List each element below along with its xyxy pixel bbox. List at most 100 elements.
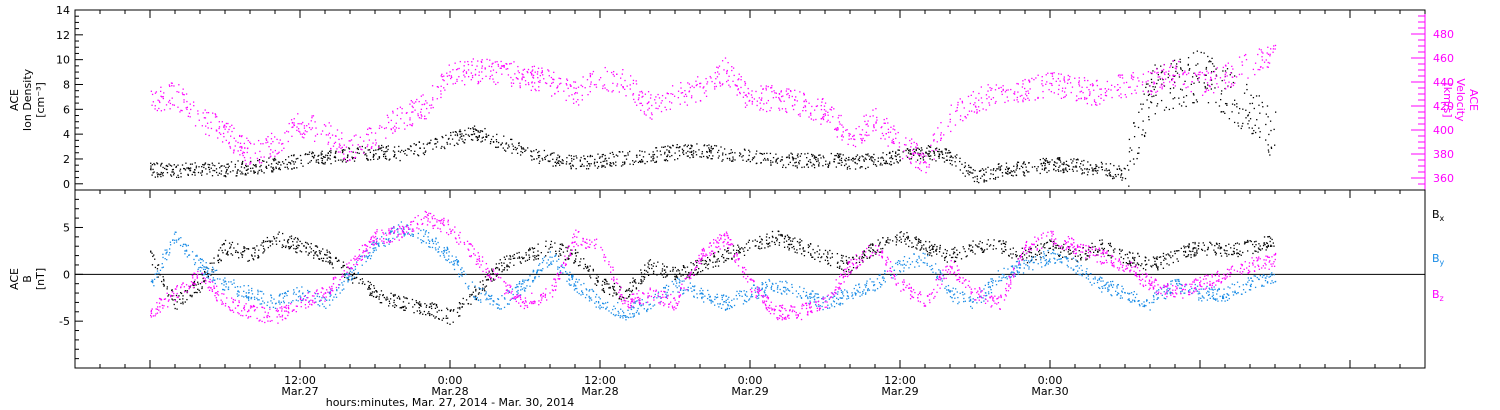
data-point — [496, 267, 499, 269]
data-point — [858, 257, 860, 259]
data-point — [307, 254, 309, 256]
data-point — [162, 96, 164, 98]
data-point — [1062, 169, 1064, 171]
data-point — [1011, 170, 1013, 173]
data-point — [480, 61, 483, 63]
data-point — [371, 294, 373, 297]
data-point — [713, 256, 716, 258]
data-point — [1261, 59, 1264, 61]
data-point — [652, 159, 654, 162]
data-point — [611, 285, 614, 288]
data-point — [482, 283, 484, 286]
data-point — [1156, 258, 1158, 260]
data-point — [394, 130, 396, 133]
data-point — [666, 266, 668, 268]
data-point — [672, 93, 674, 96]
data-point — [347, 155, 349, 157]
data-point — [529, 247, 531, 249]
data-point — [783, 246, 786, 248]
data-point — [740, 76, 742, 78]
data-point — [1088, 168, 1090, 171]
data-point — [518, 142, 520, 144]
data-point — [739, 152, 741, 154]
data-point — [271, 169, 273, 172]
data-point — [589, 75, 592, 78]
data-point — [477, 138, 479, 141]
data-point — [458, 67, 460, 70]
data-point — [465, 72, 468, 74]
data-point — [1097, 169, 1099, 172]
data-point — [257, 257, 259, 259]
data-point — [923, 155, 925, 157]
data-point — [1022, 166, 1024, 169]
data-point — [329, 263, 331, 265]
data-point — [817, 245, 819, 247]
data-point — [162, 166, 164, 169]
data-point — [970, 110, 973, 112]
data-point — [289, 162, 291, 164]
data-point — [503, 267, 506, 269]
data-point — [1259, 249, 1262, 251]
data-point — [755, 162, 758, 165]
data-point — [653, 270, 655, 272]
data-point — [481, 77, 484, 80]
data-point — [912, 245, 915, 248]
data-point — [324, 161, 326, 164]
data-point — [179, 170, 181, 172]
data-point — [1259, 248, 1261, 250]
data-point — [374, 139, 377, 141]
data-point — [1063, 79, 1065, 81]
data-point — [1189, 68, 1191, 70]
data-point — [185, 93, 188, 95]
data-point — [893, 162, 895, 164]
data-point — [1044, 163, 1047, 165]
data-point — [976, 109, 978, 111]
data-point — [503, 262, 505, 264]
data-point — [343, 144, 345, 146]
data-point — [1041, 79, 1043, 82]
data-point — [446, 143, 449, 145]
data-point — [300, 123, 303, 125]
data-point — [1266, 246, 1268, 249]
data-point — [691, 85, 693, 87]
data-point — [240, 149, 242, 152]
data-point — [205, 125, 207, 127]
data-point — [1185, 256, 1187, 258]
data-point — [1028, 80, 1031, 82]
data-point — [1215, 101, 1217, 104]
data-point — [1213, 70, 1216, 73]
data-point — [791, 105, 794, 107]
data-point — [496, 146, 498, 149]
data-point — [932, 248, 934, 250]
data-point — [789, 161, 791, 164]
data-point — [1163, 259, 1165, 261]
data-point — [964, 175, 966, 177]
data-point — [1224, 102, 1227, 105]
data-point — [1043, 243, 1046, 245]
data-point — [329, 158, 331, 160]
data-point — [1013, 99, 1015, 101]
data-point — [241, 147, 243, 149]
data-point — [1183, 250, 1185, 253]
data-point — [434, 317, 436, 319]
data-point — [1233, 99, 1236, 101]
data-point — [1224, 82, 1227, 84]
data-point — [363, 140, 365, 142]
data-point — [840, 159, 843, 162]
data-point — [1121, 74, 1124, 76]
data-point — [243, 167, 246, 169]
data-point — [189, 286, 191, 288]
data-point — [690, 151, 693, 154]
data-point — [1057, 157, 1059, 159]
data-point — [380, 144, 383, 147]
data-point — [887, 145, 889, 147]
data-point — [1195, 247, 1197, 249]
data-point — [427, 312, 429, 315]
data-point — [950, 104, 952, 106]
data-point — [1166, 263, 1168, 265]
data-point — [517, 65, 519, 68]
data-point — [223, 243, 225, 246]
data-point — [1072, 170, 1074, 172]
data-point — [711, 80, 713, 83]
data-point — [586, 79, 589, 81]
